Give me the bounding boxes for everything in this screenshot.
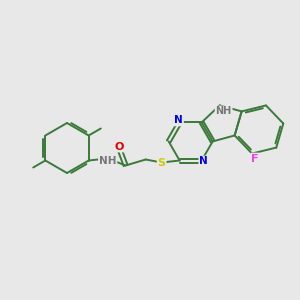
Text: S: S — [158, 158, 166, 167]
Text: O: O — [115, 142, 124, 152]
Text: N: N — [174, 116, 183, 125]
Text: NH: NH — [215, 106, 232, 116]
Text: N: N — [199, 157, 208, 166]
Text: NH: NH — [99, 157, 116, 166]
Text: F: F — [251, 154, 259, 164]
